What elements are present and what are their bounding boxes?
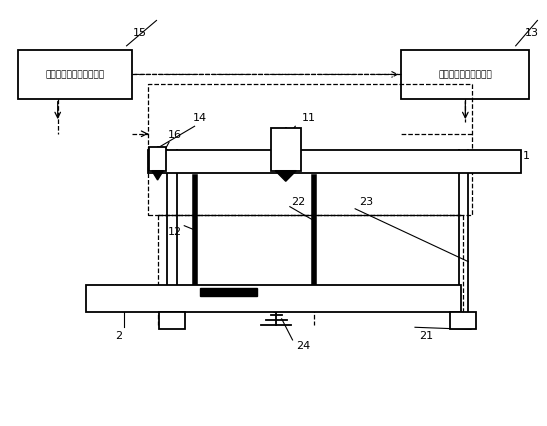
Text: 11: 11: [302, 113, 316, 123]
Bar: [148, 150, 521, 173]
Text: 1: 1: [523, 151, 530, 161]
Bar: [86, 285, 461, 312]
Text: 23: 23: [359, 197, 373, 207]
Text: 21: 21: [419, 331, 433, 341]
Polygon shape: [275, 171, 296, 181]
Text: 12: 12: [167, 227, 182, 237]
Text: 2: 2: [115, 331, 122, 341]
Polygon shape: [152, 171, 164, 180]
Text: 14: 14: [193, 113, 207, 123]
Text: 直线位移驱动器控制模块: 直线位移驱动器控制模块: [45, 70, 104, 79]
Text: 13: 13: [525, 28, 539, 38]
Bar: [18, 50, 132, 99]
Text: 24: 24: [296, 341, 311, 351]
Bar: [149, 147, 166, 171]
Bar: [159, 312, 185, 329]
Text: 15: 15: [133, 28, 147, 38]
Text: 压电陶瓷驱动控制模块: 压电陶瓷驱动控制模块: [439, 70, 492, 79]
Bar: [450, 312, 476, 329]
Bar: [401, 50, 529, 99]
Bar: [200, 288, 257, 296]
Text: 22: 22: [291, 197, 305, 207]
Text: 16: 16: [167, 130, 182, 140]
Bar: [148, 84, 472, 215]
Bar: [271, 128, 301, 171]
